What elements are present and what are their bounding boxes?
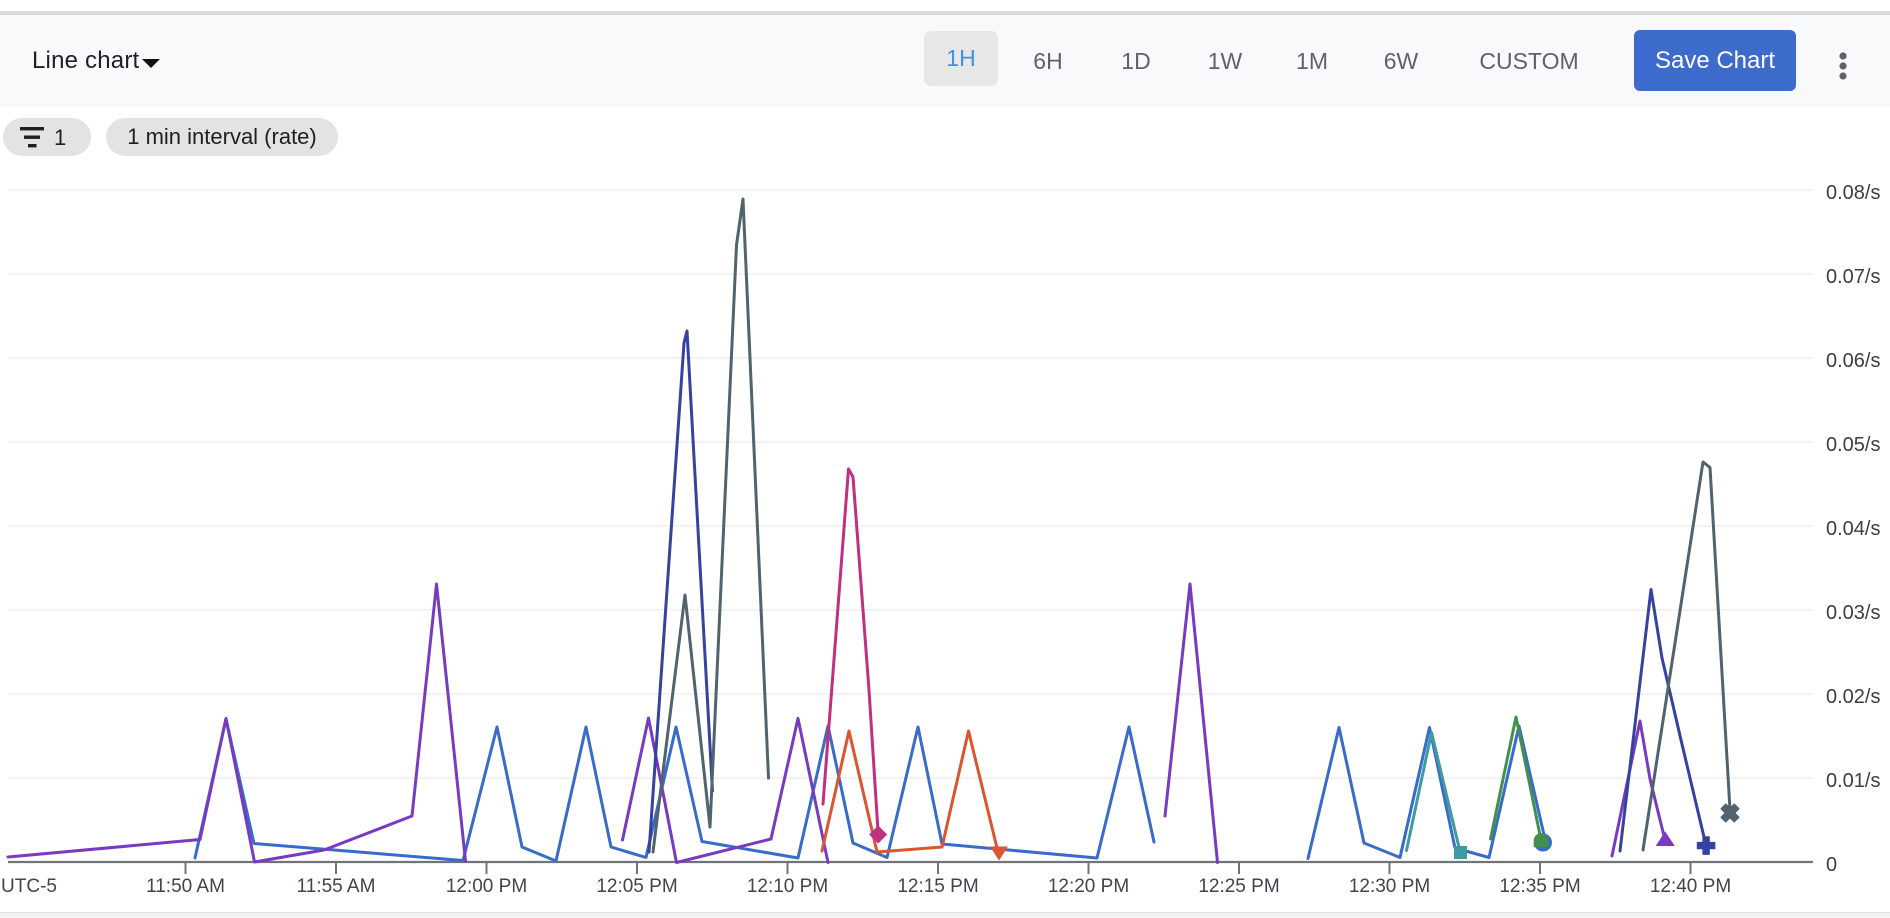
svg-text:0.05/s: 0.05/s bbox=[1826, 434, 1880, 456]
svg-text:1: 1 bbox=[54, 125, 66, 150]
svg-text:0.08/s: 0.08/s bbox=[1826, 182, 1880, 204]
svg-text:12:00 PM: 12:00 PM bbox=[446, 876, 527, 897]
svg-text:0.06/s: 0.06/s bbox=[1826, 350, 1880, 372]
svg-text:11:50 AM: 11:50 AM bbox=[146, 876, 225, 897]
svg-text:UTC-5: UTC-5 bbox=[1, 876, 57, 897]
svg-text:0.07/s: 0.07/s bbox=[1826, 266, 1880, 288]
svg-text:12:20 PM: 12:20 PM bbox=[1048, 876, 1129, 897]
svg-text:0.02/s: 0.02/s bbox=[1826, 686, 1880, 708]
svg-text:12:15 PM: 12:15 PM bbox=[897, 876, 978, 897]
svg-text:12:35 PM: 12:35 PM bbox=[1499, 876, 1580, 897]
svg-text:0.01/s: 0.01/s bbox=[1826, 770, 1880, 792]
svg-text:0.04/s: 0.04/s bbox=[1826, 518, 1880, 540]
svg-text:11:55 AM: 11:55 AM bbox=[297, 876, 376, 897]
svg-text:12:10 PM: 12:10 PM bbox=[747, 876, 828, 897]
svg-text:0.03/s: 0.03/s bbox=[1826, 602, 1880, 624]
svg-text:12:25 PM: 12:25 PM bbox=[1198, 876, 1279, 897]
svg-text:12:05 PM: 12:05 PM bbox=[596, 876, 677, 897]
svg-text:0: 0 bbox=[1826, 854, 1837, 876]
svg-text:12:30 PM: 12:30 PM bbox=[1349, 876, 1430, 897]
svg-text:12:40 PM: 12:40 PM bbox=[1650, 876, 1731, 897]
